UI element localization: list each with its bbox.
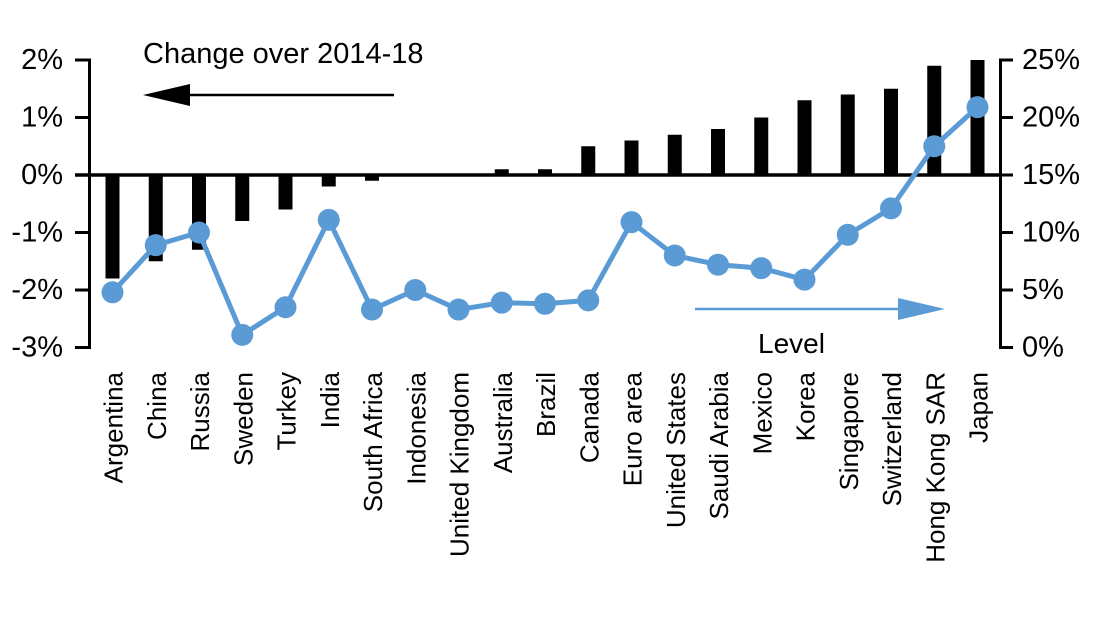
bar-sweden [235, 175, 250, 221]
category-labels: Argentina China Russia Sweden Turkey India Sou… [99, 371, 994, 562]
category-label-united-states: United States [661, 372, 691, 528]
category-label-indonesia: Indonesia [401, 371, 431, 484]
category-label-hong-kong-sar: Hong Kong SAR [920, 372, 950, 563]
bar-series [105, 60, 985, 279]
level-point-switzerland [880, 197, 902, 220]
category-label-mexico: Mexico [747, 372, 777, 454]
category-label-brazil: Brazil [531, 372, 561, 437]
bar-south-africa [365, 175, 379, 181]
category-label-australia: Australia [488, 371, 518, 473]
bar-argentina [105, 175, 120, 279]
line-series-title: Level [758, 328, 825, 359]
level-point-india [317, 208, 340, 231]
category-label-turkey: Turkey [272, 372, 302, 451]
bar-australia [494, 169, 509, 175]
level-point-china [144, 234, 167, 257]
category-label-switzerland: Switzerland [877, 372, 907, 506]
level-point-brazil [534, 292, 556, 315]
bar-euro-area [624, 140, 639, 175]
level-point-argentina [101, 281, 124, 304]
bar-united-states [667, 134, 682, 175]
left-axis-tick-label: 2% [21, 44, 63, 76]
level-point-russia [188, 221, 210, 244]
category-label-euro-area: Euro area [618, 371, 648, 486]
level-point-united-kingdom [447, 298, 470, 321]
bar-india [321, 175, 336, 187]
level-point-korea [793, 268, 816, 291]
left-axis-tick-label: -1% [11, 217, 63, 249]
level-point-turkey [274, 296, 297, 319]
level-point-japan [966, 96, 989, 119]
category-label-india: India [315, 371, 345, 428]
left-arrow-icon [143, 84, 394, 106]
bar-saudi-arabia [711, 129, 725, 175]
right-axis-tick-label: 5% [1022, 274, 1064, 306]
bar-turkey [278, 175, 293, 210]
level-point-united-states [663, 244, 686, 267]
category-label-japan: Japan [964, 372, 994, 443]
left-axis-tick-label: 1% [21, 102, 63, 134]
axes: 2% 1% 0% -1% -2% -3% 25% 20% 15% 10% 5% 0% [11, 44, 1080, 364]
category-label-saudi-arabia: Saudi Arabia [704, 371, 734, 519]
category-label-sweden: Sweden [228, 372, 258, 466]
right-axis-tick-label: 25% [1022, 44, 1080, 76]
level-point-mexico [750, 257, 773, 280]
level-point-saudi-arabia [707, 253, 729, 276]
bar-hong-kong-sar [927, 65, 942, 175]
right-axis-tick-label: 15% [1022, 159, 1080, 191]
level-point-singapore [836, 223, 859, 246]
right-axis-tick-label: 0% [1022, 332, 1064, 364]
category-label-russia: Russia [185, 371, 215, 451]
category-label-united-kingdom: United Kingdom [445, 372, 475, 557]
bar-singapore [840, 94, 855, 175]
right-axis-tick-label: 10% [1022, 217, 1080, 249]
category-label-korea: Korea [791, 371, 821, 441]
left-axis-tick-label: -3% [11, 332, 63, 364]
level-point-canada [577, 289, 600, 312]
category-label-china: China [142, 371, 172, 439]
bar-series-title: Change over 2014-18 [143, 38, 424, 70]
bar-korea [797, 100, 812, 175]
category-label-singapore: Singapore [834, 372, 864, 491]
level-arrow-icon [695, 298, 945, 320]
left-axis-tick-label: 0% [21, 159, 63, 191]
bar-mexico [754, 117, 769, 175]
bar-canada [581, 146, 596, 175]
bar-switzerland [884, 88, 898, 175]
left-axis-tick-label: -2% [11, 274, 63, 306]
right-axis-tick-label: 20% [1022, 102, 1080, 134]
level-point-australia [490, 291, 513, 314]
line-series [101, 96, 989, 346]
level-point-hong-kong-sar [923, 135, 946, 158]
category-label-canada: Canada [574, 371, 604, 463]
bar-brazil [538, 169, 552, 175]
category-label-south-africa: South Africa [358, 371, 388, 512]
level-point-sweden [231, 323, 254, 346]
level-point-south-africa [361, 298, 383, 321]
level-point-euro-area [620, 211, 643, 234]
category-label-argentina: Argentina [99, 371, 129, 483]
level-point-indonesia [404, 279, 427, 301]
